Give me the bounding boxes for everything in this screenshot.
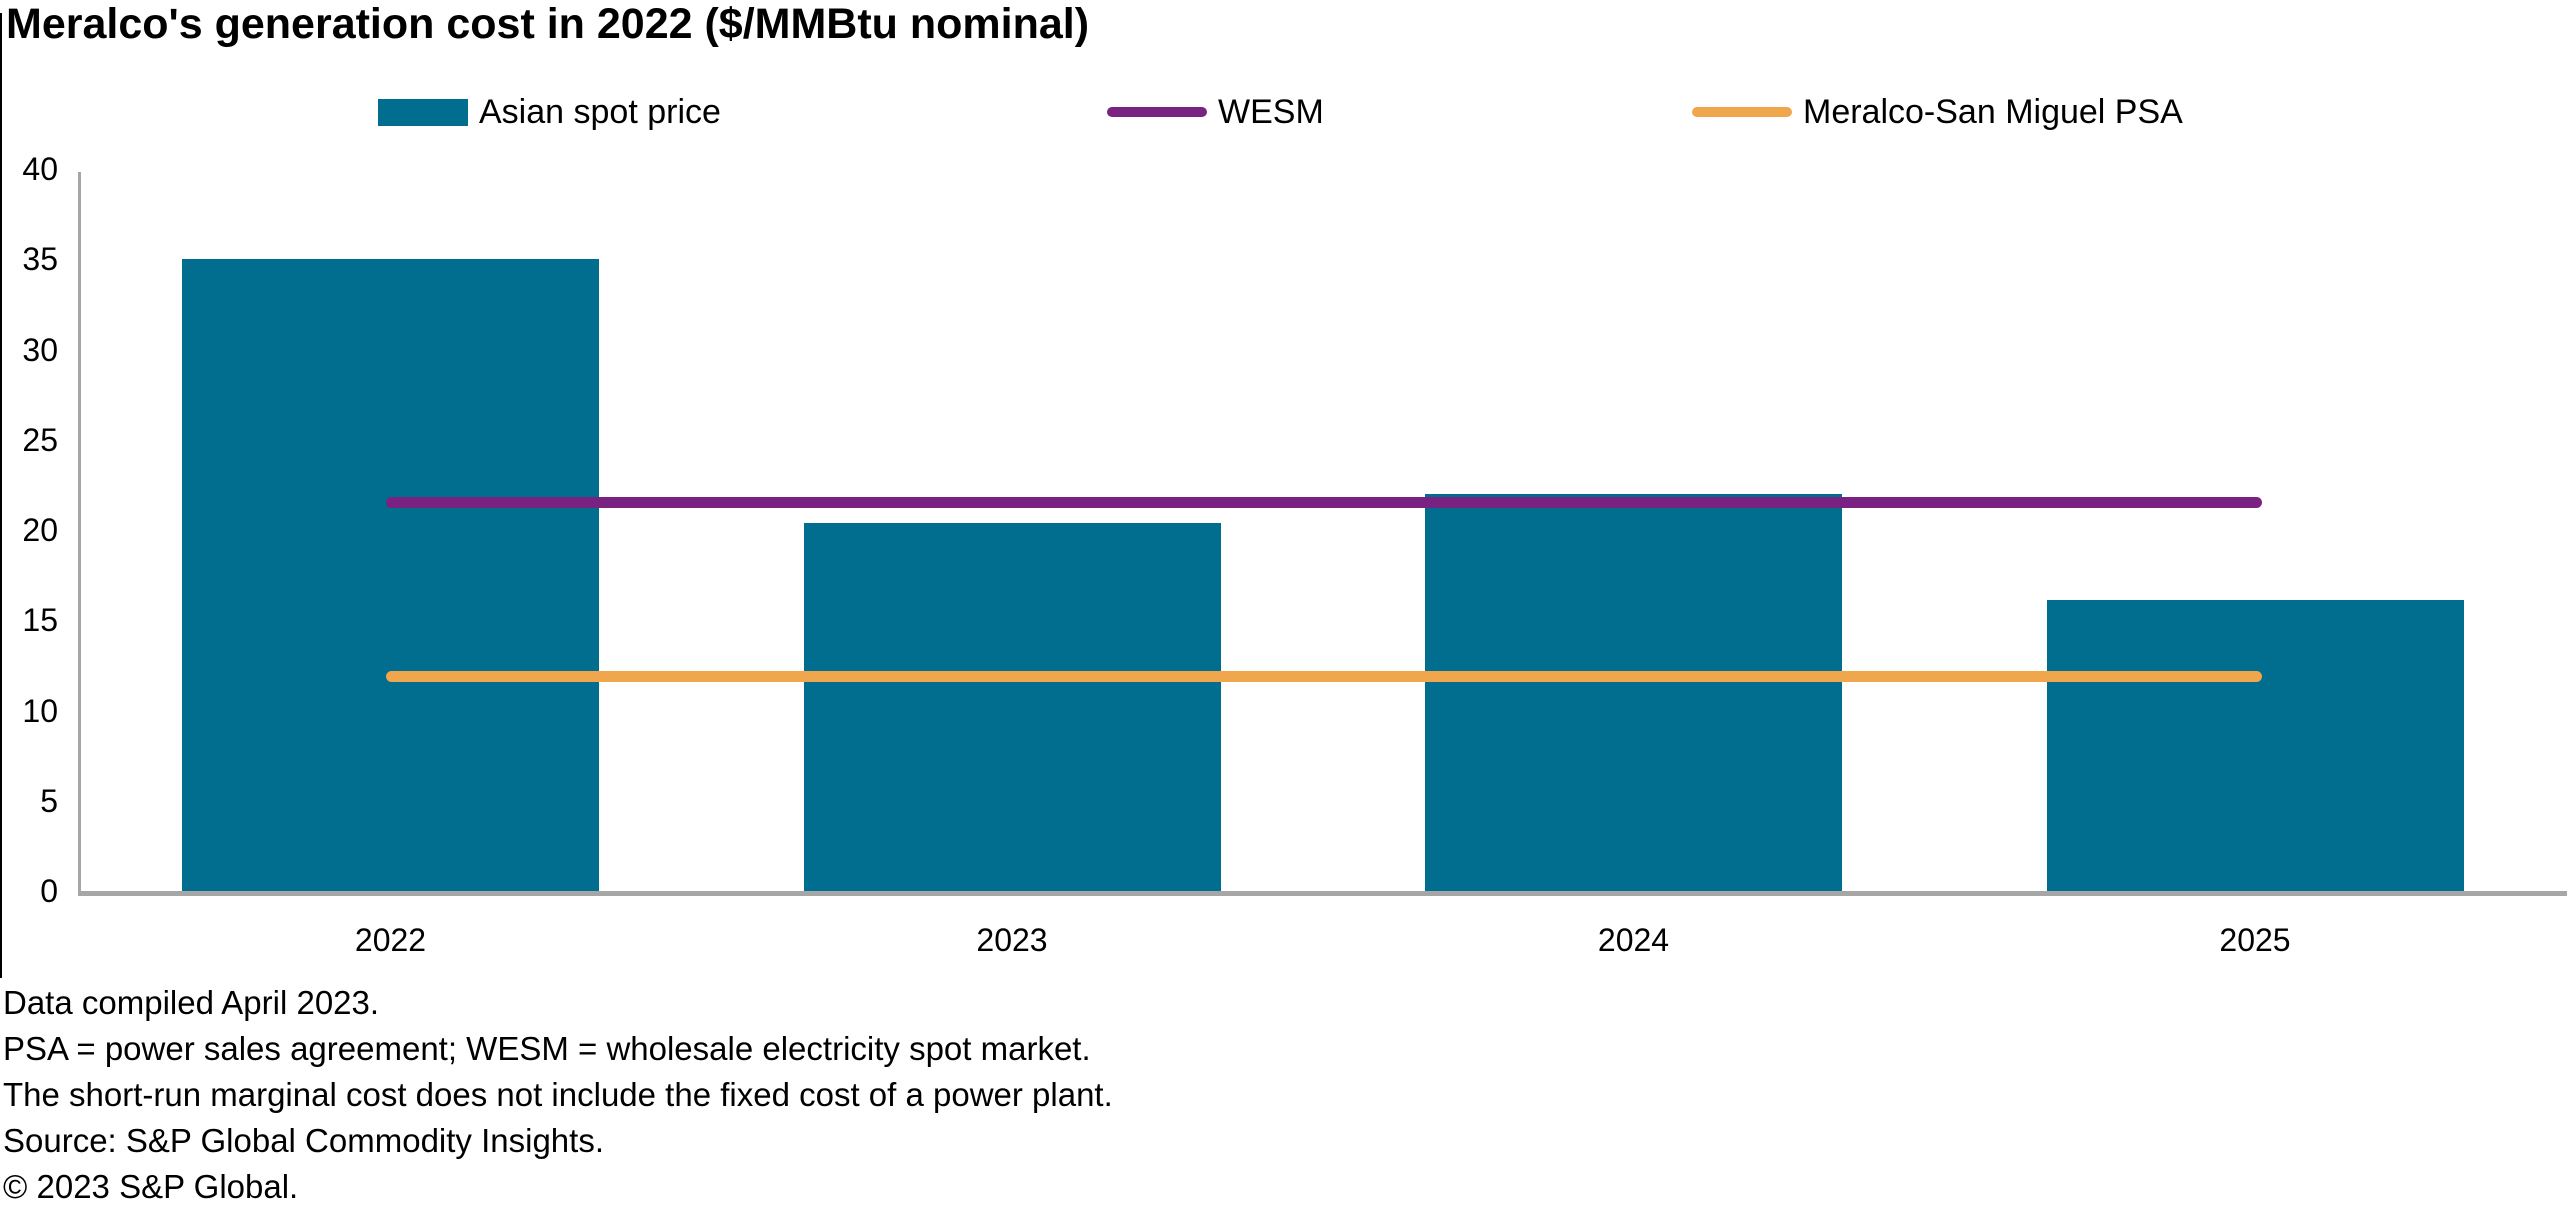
bar-swatch-icon <box>378 98 468 126</box>
legend-label: WESM <box>1218 92 1324 131</box>
x-axis-label-2023: 2023 <box>976 922 1048 958</box>
x-axis-label-2024: 2024 <box>1597 922 1670 958</box>
x-axis-line <box>78 891 2567 896</box>
bar-2022 <box>182 259 599 891</box>
y-tick-label: 5 <box>40 782 58 819</box>
legend-item-wesm: WESM <box>1107 92 1324 132</box>
y-tick-label: 35 <box>22 241 58 278</box>
y-tick-label: 25 <box>22 421 58 458</box>
legend: Asian spot price WESM Meralco-San Miguel… <box>0 92 2567 132</box>
chart-left-border <box>0 13 2 978</box>
x-axis-label-2025: 2025 <box>2219 922 2291 958</box>
legend-label: Asian spot price <box>479 92 721 131</box>
footer-line: © 2023 S&P Global. <box>3 1168 299 1205</box>
y-tick-label: 10 <box>22 692 58 729</box>
footer-line: PSA = power sales agreement; WESM = whol… <box>3 1030 1091 1067</box>
y-axis-line <box>78 172 81 891</box>
legend-label: Meralco-San Miguel PSA <box>1803 92 2183 131</box>
line-swatch-icon <box>1107 107 1207 117</box>
line-swatch-icon <box>1692 107 1792 117</box>
meralco-san-miguel-psa-line <box>386 670 2262 682</box>
footer-line: Data compiled April 2023. <box>3 984 380 1021</box>
bar-2025 <box>2046 600 2464 891</box>
footer-line: Source: S&P Global Commodity Insights. <box>3 1122 604 1159</box>
legend-item-asian-spot-price: Asian spot price <box>378 92 721 132</box>
x-axis-label-2022: 2022 <box>354 922 427 958</box>
wesm-line <box>386 497 2262 509</box>
y-tick-label: 40 <box>22 151 58 187</box>
bar-2023 <box>803 522 1221 891</box>
footer-notes: Data compiled April 2023. PSA = power sa… <box>3 980 1113 1210</box>
chart-title: Meralco's generation cost in 2022 ($/MMB… <box>6 0 1090 48</box>
y-tick-label: 20 <box>22 512 58 548</box>
y-tick-label: 0 <box>40 873 58 909</box>
y-tick-label: 15 <box>22 602 58 639</box>
y-tick-label: 30 <box>22 331 58 368</box>
bar-2024 <box>1425 493 1842 891</box>
legend-item-meralco-san-miguel-psa: Meralco-San Miguel PSA <box>1692 92 2183 132</box>
footer-line: The short-run marginal cost does not inc… <box>3 1076 1113 1113</box>
